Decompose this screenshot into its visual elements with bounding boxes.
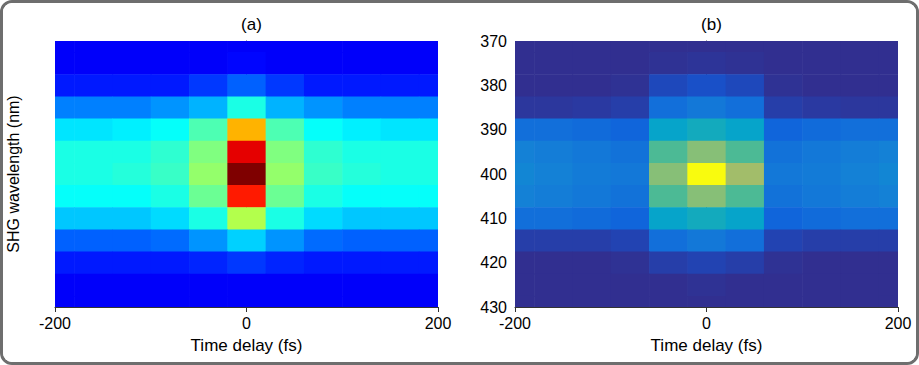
svg-text:0: 0 (242, 315, 251, 332)
svg-text:-200: -200 (39, 315, 71, 332)
svg-text:200: 200 (885, 315, 912, 332)
svg-text:(b): (b) (701, 15, 722, 34)
svg-text:420: 420 (480, 254, 507, 271)
svg-text:(a): (a) (241, 15, 262, 34)
svg-text:390: 390 (480, 121, 507, 138)
svg-text:Time delay (fs): Time delay (fs) (651, 336, 763, 355)
svg-text:410: 410 (480, 210, 507, 227)
svg-text:0: 0 (702, 315, 711, 332)
svg-text:380: 380 (480, 77, 507, 94)
svg-text:370: 370 (480, 33, 507, 50)
svg-text:Time delay (fs): Time delay (fs) (191, 336, 303, 355)
svg-text:200: 200 (425, 315, 452, 332)
svg-text:430: 430 (480, 299, 507, 316)
svg-text:400: 400 (480, 166, 507, 183)
svg-text:SHG wavelength (nm): SHG wavelength (nm) (5, 95, 22, 252)
svg-text:-200: -200 (499, 315, 531, 332)
